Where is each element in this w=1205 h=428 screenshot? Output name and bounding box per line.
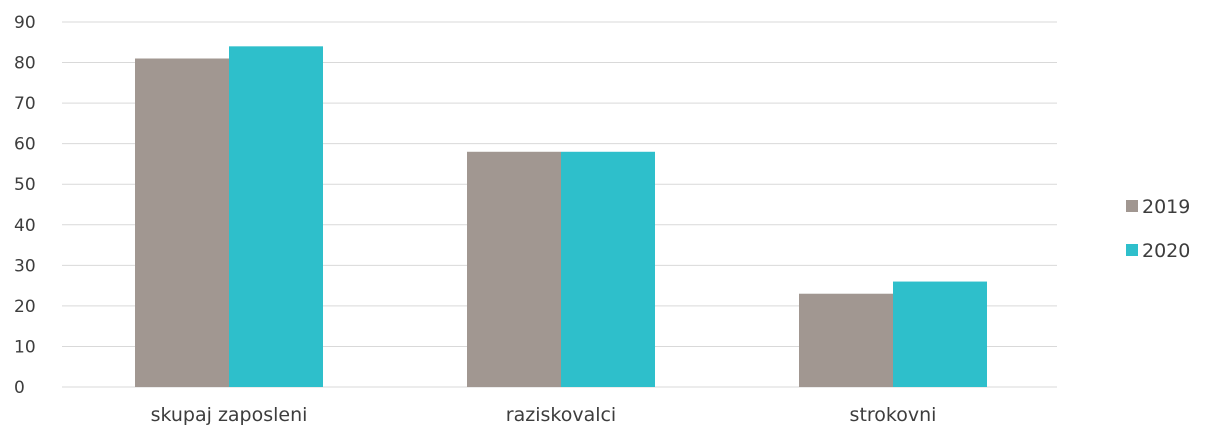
legend-label: 2019 [1142,196,1190,218]
bars [135,46,987,387]
legend-swatch [1126,244,1138,256]
bar-2019-1 [467,151,561,387]
y-tick-label: 40 [14,216,36,236]
x-category-label: strokovni [850,404,937,426]
y-tick-label: 80 [14,54,36,74]
bar-2020-1 [561,151,655,387]
legend-label: 2020 [1142,240,1190,262]
y-tick-label: 10 [14,337,36,357]
bar-2020-0 [229,46,323,387]
x-category-label: skupaj zaposleni [151,404,308,426]
y-tick-label: 50 [14,175,36,195]
bar-2019-0 [135,58,229,387]
legend-swatch [1126,200,1138,212]
y-tick-label: 60 [14,135,36,155]
bar-2020-2 [893,281,987,387]
legend: 2019 2020 [1126,196,1190,262]
y-axis: 0 10 20 30 40 50 60 70 80 90 [14,13,36,398]
x-category-label: raziskovalci [506,404,616,426]
y-tick-label: 70 [14,94,36,114]
bar-2019-2 [799,293,893,387]
x-axis: skupaj zaposleni raziskovalci strokovni [151,404,937,426]
y-tick-label: 90 [14,13,36,33]
y-tick-label: 30 [14,256,36,276]
y-tick-label: 20 [14,297,36,317]
y-tick-label: 0 [14,378,25,398]
